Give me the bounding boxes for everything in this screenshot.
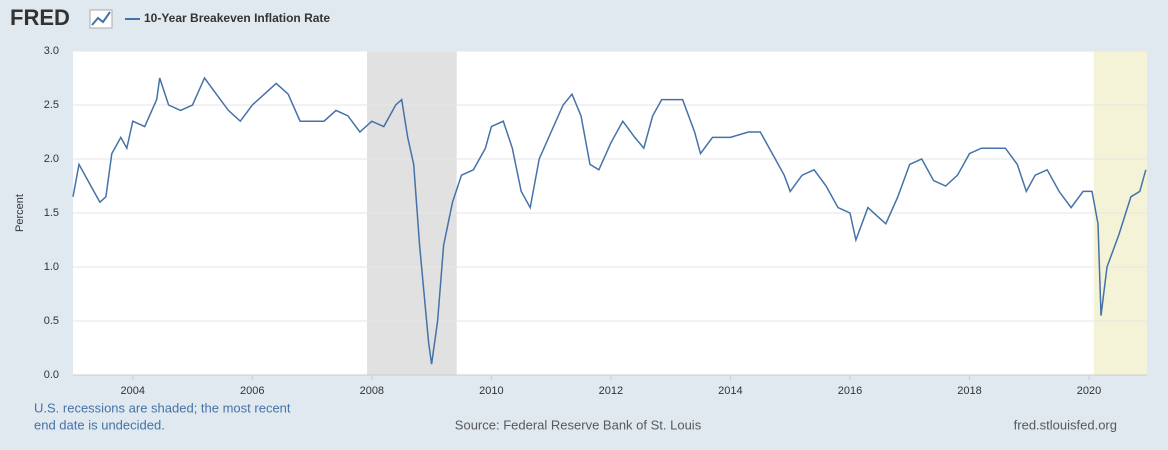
y-tick-label: 2.5 (44, 99, 59, 111)
y-tick-label: 0.5 (44, 315, 59, 327)
series-line (72, 76, 1147, 365)
x-tick-label: 2014 (718, 385, 742, 397)
note-line: end date is undecided. (34, 417, 165, 432)
y-axis-label: Percent (14, 194, 26, 232)
logo-icon (89, 9, 113, 29)
x-tick-label: 2004 (121, 385, 145, 397)
x-tick-label: 2012 (599, 385, 623, 397)
x-tick-label: 2018 (957, 385, 981, 397)
x-tick-label: 2016 (838, 385, 862, 397)
y-tick-label: 2.0 (44, 153, 59, 165)
x-tick-label: 2020 (1077, 385, 1101, 397)
y-tick-label: 3.0 (44, 45, 59, 57)
source: Source: Federal Reserve Bank of St. Loui… (455, 417, 702, 432)
y-tick-label: 1.0 (44, 261, 59, 273)
x-tick-label: 2006 (240, 385, 264, 397)
logo: FRED (10, 5, 70, 30)
note-line: U.S. recessions are shaded; the most rec… (34, 400, 291, 415)
y-tick-label: 1.5 (44, 207, 59, 219)
x-tick-label: 2008 (360, 385, 384, 397)
x-tick-label: 2010 (479, 385, 503, 397)
legend-label[interactable]: 10-Year Breakeven Inflation Rate (144, 11, 330, 25)
source-url[interactable]: fred.stlouisfed.org (1014, 417, 1117, 432)
y-tick-label: 0.0 (44, 369, 59, 381)
